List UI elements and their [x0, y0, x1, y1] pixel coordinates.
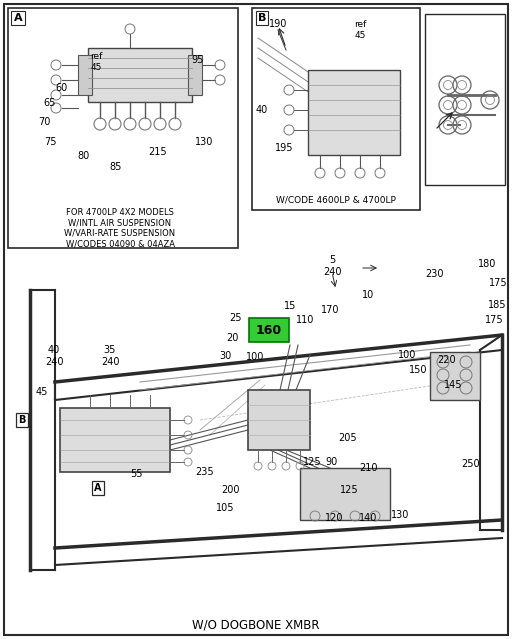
- Text: 130: 130: [195, 137, 213, 147]
- Text: 160: 160: [256, 323, 282, 337]
- Text: 70: 70: [38, 117, 50, 127]
- Text: 175: 175: [488, 278, 507, 288]
- Text: 190: 190: [269, 19, 287, 29]
- Text: W/O DOGBONE XMBR: W/O DOGBONE XMBR: [192, 619, 320, 631]
- Text: 235: 235: [196, 467, 215, 477]
- Bar: [430, 352, 480, 400]
- Text: 40: 40: [256, 105, 268, 115]
- Bar: [188, 55, 202, 95]
- Text: 35
240: 35 240: [101, 345, 119, 367]
- Bar: [425, 14, 505, 185]
- Text: 180: 180: [478, 259, 496, 269]
- Text: ref
45: ref 45: [90, 52, 102, 72]
- Text: B: B: [258, 13, 266, 23]
- Text: FOR 4700LP 4X2 MODELS
W/INTL AIR SUSPENSION
W/VARI-RATE SUSPENSION
W/CODES 04090: FOR 4700LP 4X2 MODELS W/INTL AIR SUSPENS…: [65, 208, 176, 248]
- Text: 60: 60: [56, 83, 68, 93]
- Text: 95: 95: [192, 55, 204, 65]
- Text: 220: 220: [438, 355, 456, 365]
- Bar: [308, 70, 400, 155]
- Bar: [78, 55, 92, 95]
- Bar: [249, 318, 289, 342]
- Text: 100: 100: [246, 352, 264, 362]
- Text: 140: 140: [359, 513, 377, 523]
- Text: 5
240: 5 240: [323, 255, 342, 277]
- Text: 10: 10: [362, 290, 374, 300]
- Text: 40
240: 40 240: [45, 345, 63, 367]
- Text: 85: 85: [110, 162, 122, 172]
- Text: 185: 185: [488, 300, 506, 310]
- Text: 55: 55: [130, 469, 142, 479]
- Text: 125: 125: [303, 457, 322, 467]
- Text: 195: 195: [275, 143, 293, 153]
- Text: 90: 90: [326, 457, 338, 467]
- Text: B: B: [18, 415, 26, 425]
- Text: ref
45: ref 45: [354, 20, 366, 40]
- Bar: [8, 8, 238, 248]
- Bar: [60, 408, 170, 472]
- Text: 110: 110: [296, 315, 314, 325]
- Text: 20: 20: [226, 333, 238, 343]
- Text: 100: 100: [398, 350, 416, 360]
- Text: 175: 175: [485, 315, 503, 325]
- Text: 120: 120: [325, 513, 343, 523]
- Text: 25: 25: [230, 313, 242, 323]
- Bar: [300, 468, 390, 520]
- Text: 150: 150: [409, 365, 427, 375]
- Text: 45: 45: [36, 387, 48, 397]
- Text: 210: 210: [359, 463, 377, 473]
- Text: 75: 75: [44, 137, 56, 147]
- Text: 145: 145: [444, 380, 462, 390]
- Text: 250: 250: [462, 459, 480, 469]
- Text: 125: 125: [339, 485, 358, 495]
- Text: 30: 30: [219, 351, 231, 361]
- Text: 15: 15: [284, 301, 296, 311]
- Text: 205: 205: [338, 433, 357, 443]
- Bar: [252, 8, 420, 210]
- Text: 65: 65: [44, 98, 56, 108]
- Text: 170: 170: [321, 305, 339, 315]
- Text: 105: 105: [216, 503, 234, 513]
- Text: 200: 200: [221, 485, 239, 495]
- Text: 215: 215: [148, 147, 167, 157]
- Text: W/CODE 4600LP & 4700LP: W/CODE 4600LP & 4700LP: [276, 196, 396, 204]
- Text: 80: 80: [77, 151, 89, 161]
- Bar: [248, 390, 310, 450]
- Text: A: A: [94, 483, 102, 493]
- Text: 230: 230: [426, 269, 444, 279]
- Text: A: A: [14, 13, 23, 23]
- Text: 130: 130: [391, 510, 409, 520]
- Bar: [88, 48, 192, 102]
